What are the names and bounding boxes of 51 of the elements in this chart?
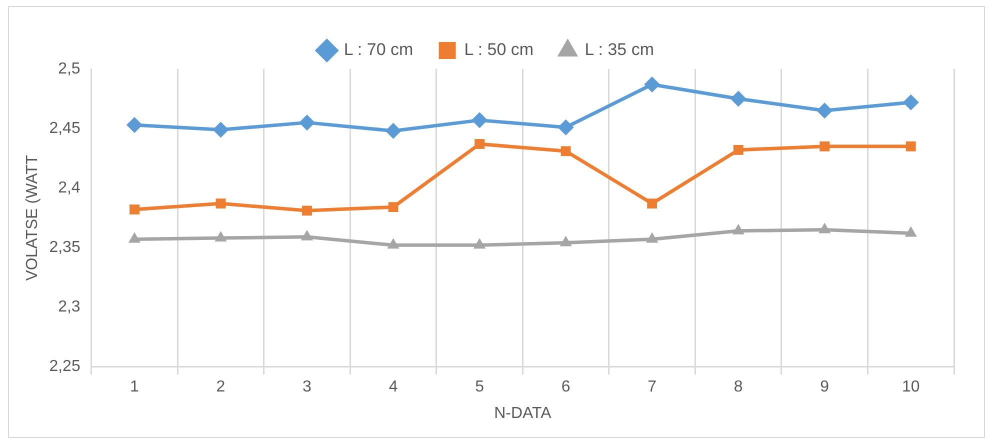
- x-tick-label: 7: [648, 378, 657, 396]
- y-tick-label: 2,4: [58, 179, 80, 196]
- point: [299, 114, 316, 131]
- x-tick-label: 3: [302, 378, 312, 396]
- point: [644, 76, 660, 92]
- point: [216, 198, 226, 208]
- point: [388, 202, 398, 212]
- y-tick-label: 2,5: [58, 60, 80, 78]
- point: [300, 230, 314, 240]
- point: [733, 145, 744, 155]
- x-tick-label: 6: [561, 378, 570, 396]
- point: [818, 222, 831, 234]
- point: [647, 198, 658, 208]
- point: [902, 94, 919, 110]
- point: [816, 102, 833, 119]
- point: [214, 231, 227, 242]
- legend-label: L : 35 cm: [584, 40, 654, 60]
- y-tick-label: 2,25: [49, 358, 80, 376]
- legend-label: L : 50 cm: [464, 40, 534, 60]
- point: [472, 112, 488, 128]
- y-tick-label: 2,3: [58, 298, 80, 316]
- point: [385, 122, 402, 139]
- point: [130, 204, 140, 214]
- point: [560, 146, 571, 156]
- point: [212, 122, 229, 138]
- point: [560, 236, 572, 246]
- x-tick-label: 5: [475, 378, 484, 396]
- point: [126, 116, 142, 133]
- point: [906, 141, 916, 152]
- point: [730, 90, 746, 107]
- point: [387, 238, 400, 249]
- x-tick-label: 2: [216, 378, 226, 396]
- x-tick-label: 10: [902, 378, 920, 396]
- y-tick-label: 2,45: [49, 120, 80, 137]
- point: [646, 232, 658, 243]
- y-tick-label: 2,35: [49, 238, 80, 256]
- x-tick-label: 8: [734, 378, 743, 396]
- point: [732, 224, 744, 234]
- point: [474, 139, 484, 149]
- legend-label: L : 70 cm: [344, 40, 414, 60]
- x-axis-title: N-DATA: [494, 404, 552, 422]
- x-tick-label: 9: [820, 378, 830, 396]
- point: [128, 232, 141, 243]
- point: [473, 238, 486, 249]
- point: [558, 119, 574, 136]
- x-tick-label: 4: [388, 378, 398, 396]
- point: [302, 206, 312, 216]
- point: [820, 141, 830, 152]
- point: [904, 226, 917, 237]
- x-tick-label: 1: [130, 378, 140, 396]
- y-axis-title: VOLATSE (WATT: [24, 154, 42, 281]
